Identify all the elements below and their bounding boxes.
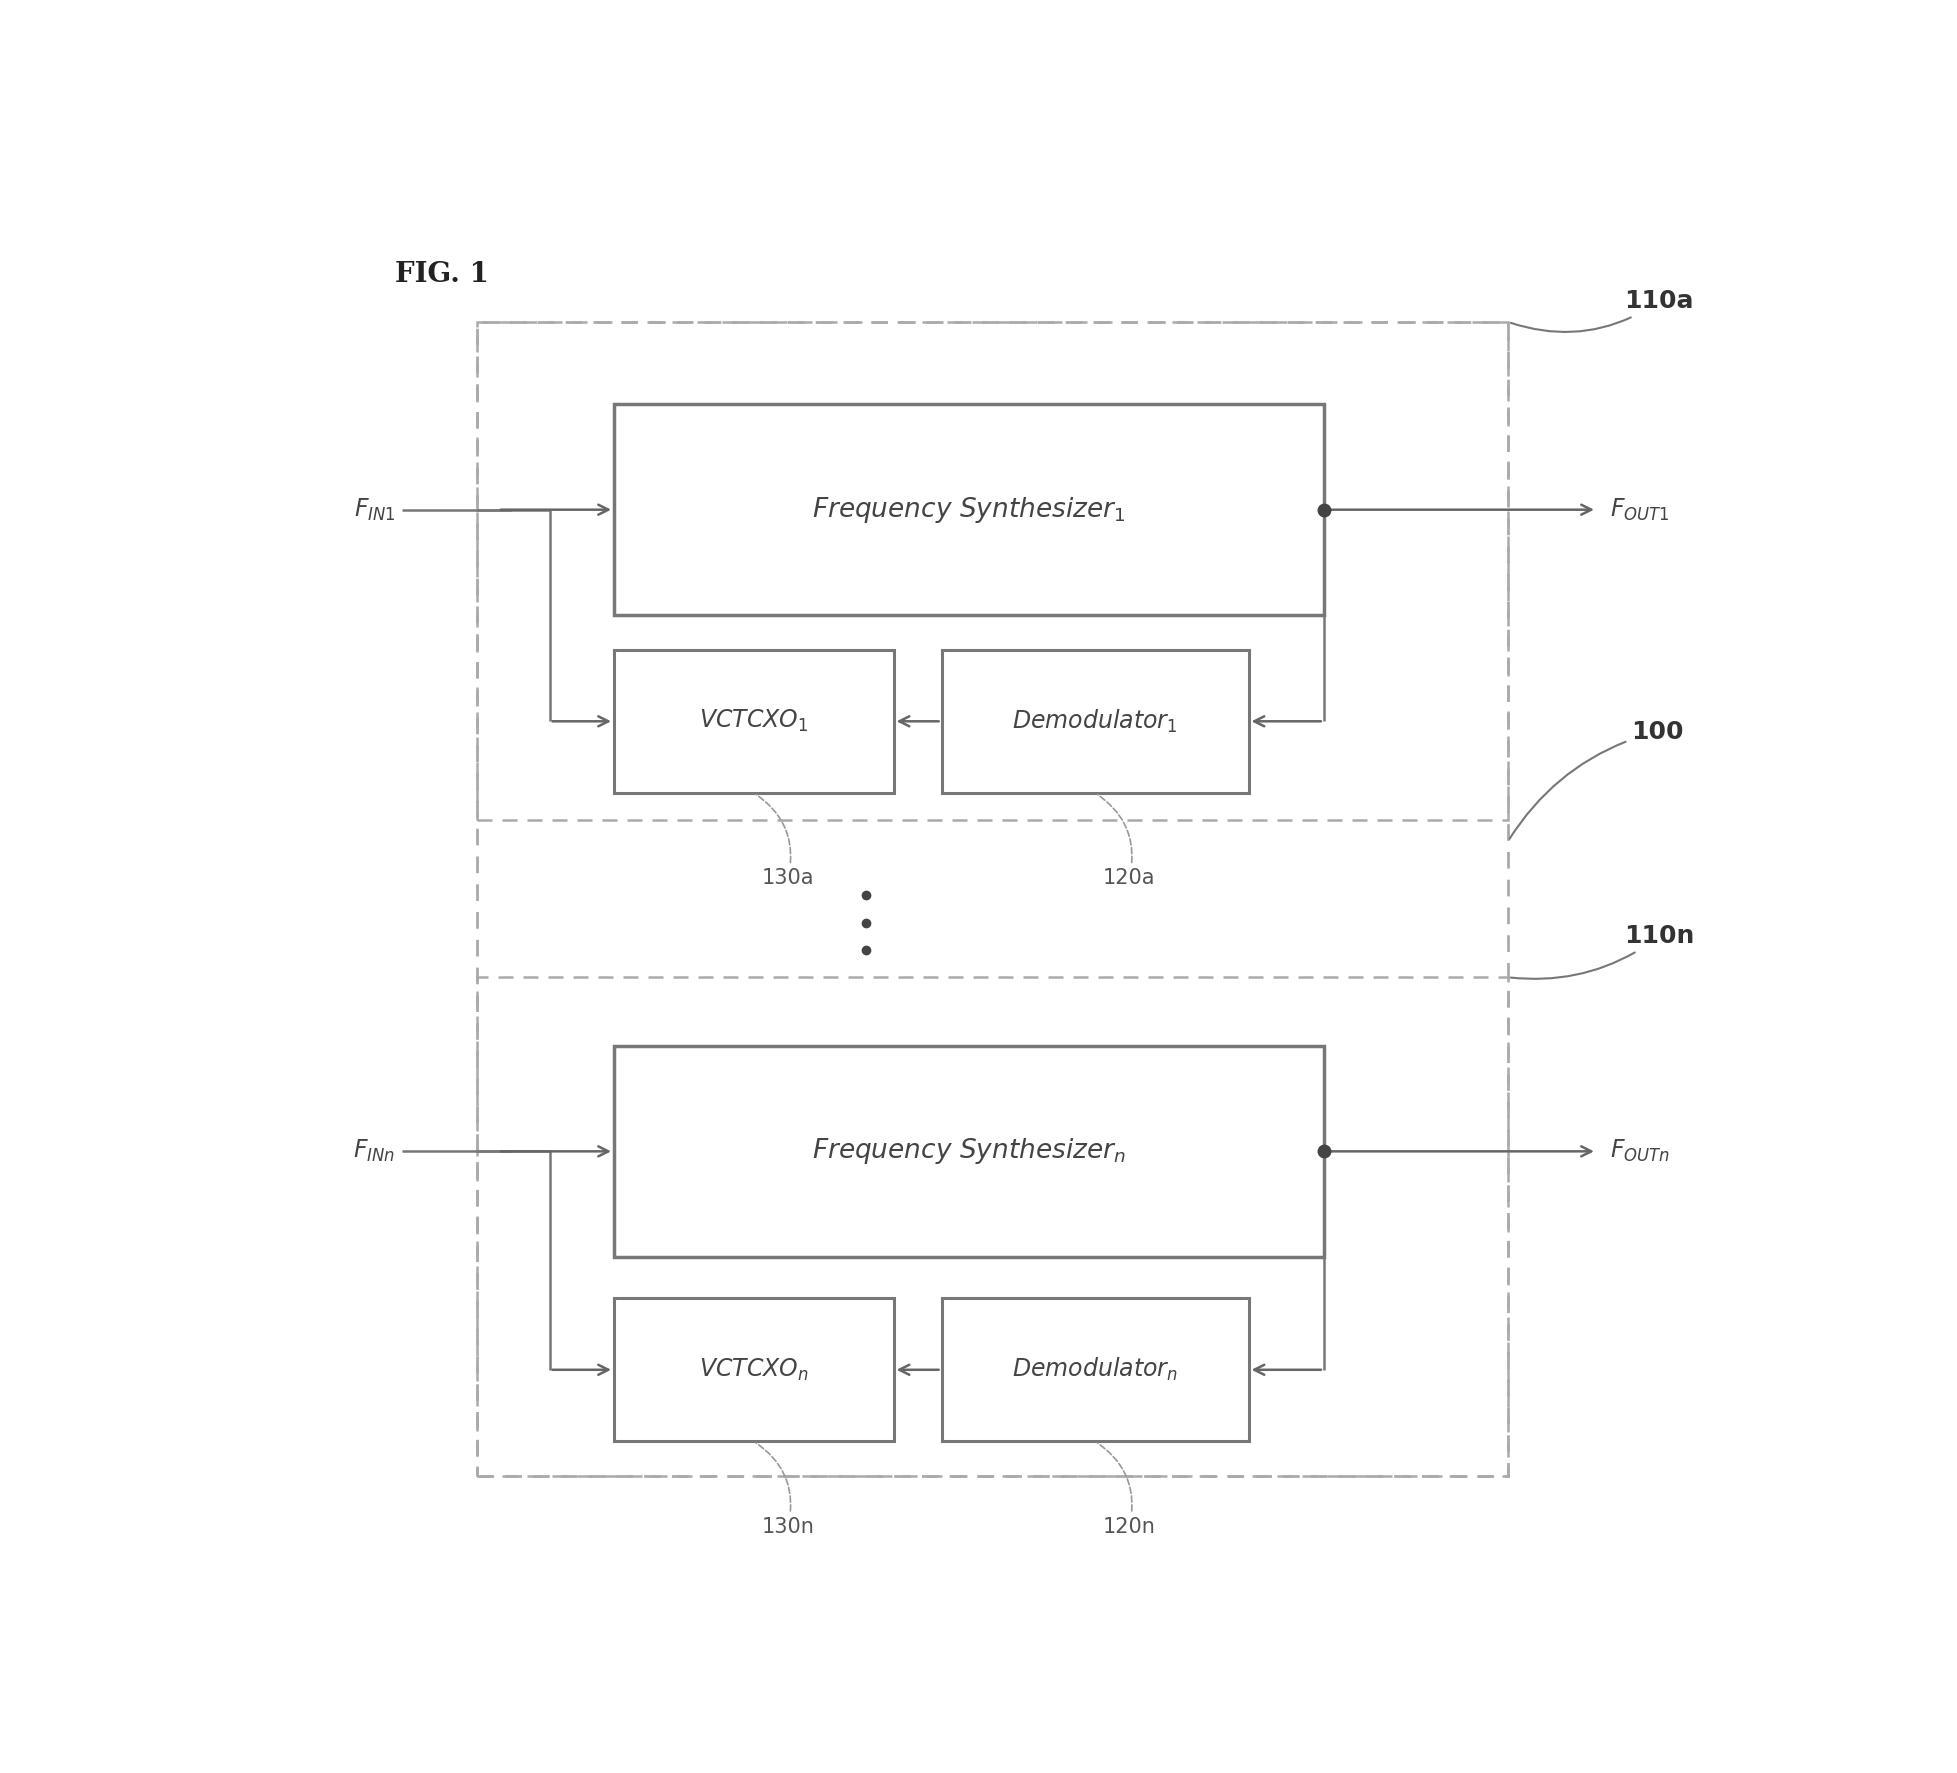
Text: 120n: 120n xyxy=(1098,1443,1157,1537)
Text: 130a: 130a xyxy=(755,794,814,888)
Text: 130n: 130n xyxy=(755,1443,814,1537)
Text: Frequency Synthesizer$_1$: Frequency Synthesizer$_1$ xyxy=(812,495,1125,525)
Text: 100: 100 xyxy=(1509,720,1683,839)
Text: $F_{OUTn}$: $F_{OUTn}$ xyxy=(1611,1138,1671,1165)
Bar xyxy=(614,404,1323,615)
Text: Demodulator$_n$: Demodulator$_n$ xyxy=(1012,1356,1178,1383)
Text: 120a: 120a xyxy=(1098,794,1155,888)
Text: VCTCXO$_n$: VCTCXO$_n$ xyxy=(699,1356,808,1383)
Text: 110a: 110a xyxy=(1511,289,1693,332)
Bar xyxy=(478,323,1509,821)
Text: $F_{IN1}$: $F_{IN1}$ xyxy=(354,496,395,523)
Text: 110n: 110n xyxy=(1511,924,1695,979)
Bar xyxy=(614,649,894,793)
Bar xyxy=(614,1046,1323,1257)
Bar xyxy=(941,649,1249,793)
Text: Demodulator$_1$: Demodulator$_1$ xyxy=(1012,707,1178,734)
Text: $F_{OUT1}$: $F_{OUT1}$ xyxy=(1611,496,1669,523)
Bar xyxy=(478,323,1509,1475)
Bar xyxy=(941,1298,1249,1441)
Text: FIG. 1: FIG. 1 xyxy=(395,261,489,287)
Bar xyxy=(614,1298,894,1441)
Text: Frequency Synthesizer$_n$: Frequency Synthesizer$_n$ xyxy=(812,1136,1125,1167)
Bar xyxy=(478,977,1509,1475)
Text: $F_{INn}$: $F_{INn}$ xyxy=(354,1138,395,1165)
Text: VCTCXO$_1$: VCTCXO$_1$ xyxy=(699,707,808,734)
